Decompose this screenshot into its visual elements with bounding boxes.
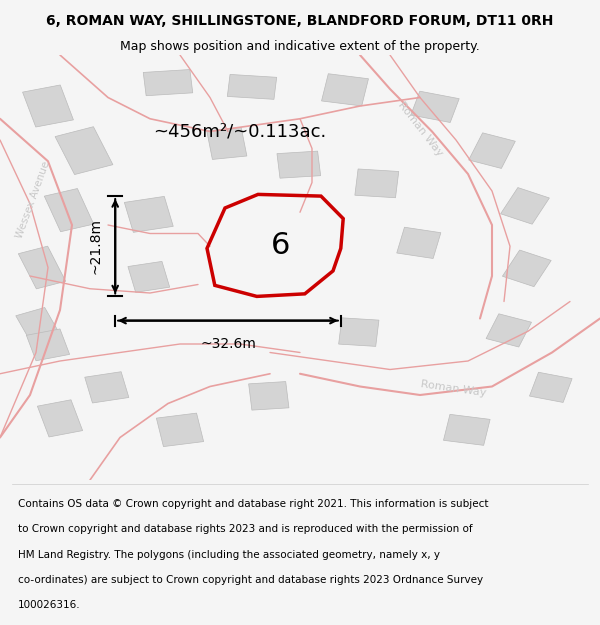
Polygon shape	[16, 308, 62, 346]
Polygon shape	[502, 250, 551, 287]
Polygon shape	[19, 246, 65, 289]
Polygon shape	[486, 314, 532, 347]
Polygon shape	[355, 169, 399, 198]
Text: ~456m²/~0.113ac.: ~456m²/~0.113ac.	[154, 122, 326, 141]
Polygon shape	[128, 261, 170, 292]
Text: Roman Way: Roman Way	[419, 379, 487, 398]
Text: to Crown copyright and database rights 2023 and is reproduced with the permissio: to Crown copyright and database rights 2…	[18, 524, 473, 534]
Polygon shape	[397, 228, 441, 259]
Polygon shape	[44, 189, 94, 232]
Text: Map shows position and indicative extent of the property.: Map shows position and indicative extent…	[120, 39, 480, 52]
Polygon shape	[227, 74, 277, 99]
Polygon shape	[529, 372, 572, 402]
Text: Wessex Avenue: Wessex Avenue	[14, 159, 52, 239]
Polygon shape	[338, 318, 379, 346]
Text: 6, ROMAN WAY, SHILLINGSTONE, BLANDFORD FORUM, DT11 0RH: 6, ROMAN WAY, SHILLINGSTONE, BLANDFORD F…	[46, 14, 554, 28]
Polygon shape	[207, 127, 247, 159]
Text: ~21.8m: ~21.8m	[88, 218, 102, 274]
Polygon shape	[443, 414, 490, 446]
Text: 100026316.: 100026316.	[18, 601, 80, 611]
Polygon shape	[277, 151, 320, 178]
Polygon shape	[157, 413, 203, 447]
Polygon shape	[469, 133, 515, 168]
Text: HM Land Registry. The polygons (including the associated geometry, namely x, y: HM Land Registry. The polygons (includin…	[18, 549, 440, 559]
Polygon shape	[411, 91, 459, 123]
Polygon shape	[26, 329, 70, 361]
Polygon shape	[55, 127, 113, 174]
Polygon shape	[124, 196, 173, 232]
Polygon shape	[143, 69, 193, 96]
Polygon shape	[23, 85, 73, 127]
Text: co-ordinates) are subject to Crown copyright and database rights 2023 Ordnance S: co-ordinates) are subject to Crown copyr…	[18, 575, 483, 585]
Polygon shape	[248, 382, 289, 410]
Text: Contains OS data © Crown copyright and database right 2021. This information is : Contains OS data © Crown copyright and d…	[18, 499, 488, 509]
Text: Roman Way: Roman Way	[396, 100, 444, 159]
Polygon shape	[322, 74, 368, 106]
Polygon shape	[85, 372, 129, 403]
Text: 6: 6	[271, 231, 290, 260]
Polygon shape	[500, 188, 550, 224]
Polygon shape	[37, 400, 83, 437]
Text: ~32.6m: ~32.6m	[200, 337, 256, 351]
